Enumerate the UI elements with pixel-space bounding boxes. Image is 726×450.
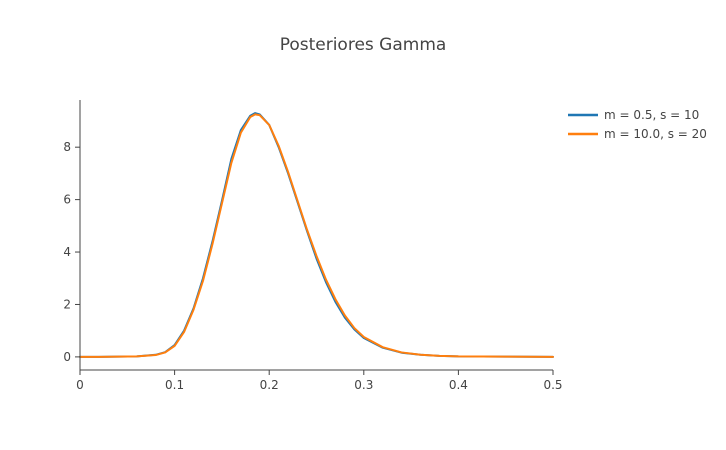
x-tick-label: 0.4 bbox=[449, 378, 468, 392]
legend-label: m = 0.5, s = 10 bbox=[604, 108, 699, 122]
y-tick-label: 4 bbox=[63, 245, 71, 259]
plot-area bbox=[80, 113, 553, 357]
legend-item-1[interactable]: m = 0.5, s = 10 bbox=[568, 108, 699, 122]
chart-title: Posteriores Gamma bbox=[280, 35, 447, 55]
y-tick-label: 0 bbox=[63, 350, 71, 364]
legend-label: m = 10.0, s = 20 bbox=[604, 127, 707, 141]
legend[interactable]: m = 0.5, s = 10 m = 10.0, s = 20 bbox=[568, 108, 707, 141]
x-tick-label: 0.3 bbox=[354, 378, 373, 392]
series-line-1 bbox=[80, 113, 553, 357]
y-tick-label: 8 bbox=[63, 140, 71, 154]
series-line-2 bbox=[80, 114, 553, 356]
x-tick-label: 0.2 bbox=[260, 378, 279, 392]
x-tick-label: 0 bbox=[76, 378, 84, 392]
legend-item-2[interactable]: m = 10.0, s = 20 bbox=[568, 127, 707, 141]
x-tick-label: 0.5 bbox=[543, 378, 562, 392]
y-tick-label: 6 bbox=[63, 193, 71, 207]
y-tick-label: 2 bbox=[63, 297, 71, 311]
x-tick-label: 0.1 bbox=[165, 378, 184, 392]
